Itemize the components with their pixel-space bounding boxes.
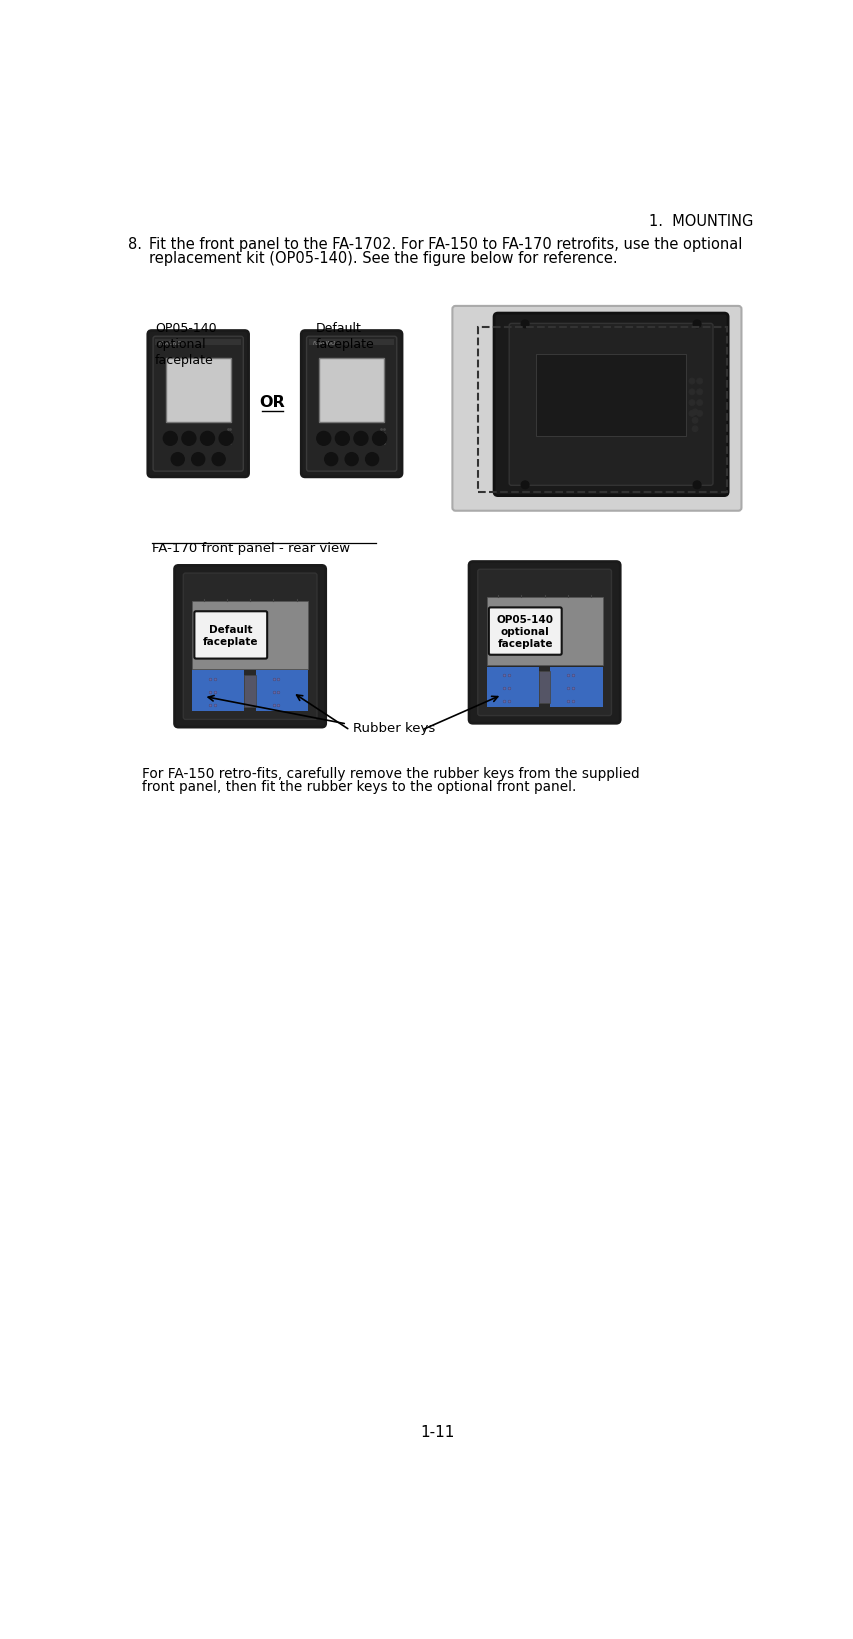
Circle shape <box>520 321 528 328</box>
Bar <box>536 354 685 436</box>
Circle shape <box>692 418 697 425</box>
FancyBboxPatch shape <box>183 574 316 720</box>
Bar <box>192 602 308 669</box>
Circle shape <box>365 454 378 467</box>
Text: FURUNO: FURUNO <box>160 341 183 346</box>
Circle shape <box>696 400 702 406</box>
FancyBboxPatch shape <box>174 565 325 728</box>
Circle shape <box>353 433 368 446</box>
FancyBboxPatch shape <box>468 562 619 724</box>
Circle shape <box>191 454 205 467</box>
Circle shape <box>696 379 702 385</box>
Text: 1.  MOUNTING: 1. MOUNTING <box>649 213 753 228</box>
Text: FURUNO: FURUNO <box>312 341 336 346</box>
FancyBboxPatch shape <box>452 306 740 511</box>
Circle shape <box>200 433 214 446</box>
FancyBboxPatch shape <box>477 570 611 716</box>
Circle shape <box>692 410 697 415</box>
Circle shape <box>345 454 357 467</box>
Text: For FA-150 retro-fits, carefully remove the rubber keys from the supplied: For FA-150 retro-fits, carefully remove … <box>142 765 639 780</box>
Circle shape <box>688 400 694 406</box>
Text: Default
faceplate: Default faceplate <box>316 321 374 351</box>
Circle shape <box>324 454 337 467</box>
FancyBboxPatch shape <box>153 338 243 472</box>
Text: OP05-140
optional
faceplate: OP05-140 optional faceplate <box>496 615 553 649</box>
Text: Rubber keys: Rubber keys <box>353 721 435 734</box>
Bar <box>256 670 308 711</box>
FancyBboxPatch shape <box>494 315 728 497</box>
Bar <box>550 667 602 708</box>
Text: FA-170 front panel - rear view: FA-170 front panel - rear view <box>152 541 350 554</box>
FancyBboxPatch shape <box>148 331 248 477</box>
FancyBboxPatch shape <box>306 338 397 472</box>
Text: OP05-140
optional
faceplate: OP05-140 optional faceplate <box>154 321 216 367</box>
Bar <box>486 667 538 708</box>
Text: replacement kit (OP05-140). See the figure below for reference.: replacement kit (OP05-140). See the figu… <box>149 251 618 266</box>
Circle shape <box>163 433 177 446</box>
Circle shape <box>688 390 694 395</box>
Text: Fit the front panel to the FA-1702. For FA-150 to FA-170 retrofits, use the opti: Fit the front panel to the FA-1702. For … <box>149 236 742 252</box>
Bar <box>478 328 726 492</box>
FancyBboxPatch shape <box>194 611 267 659</box>
Text: front panel, then fit the rubber keys to the optional front panel.: front panel, then fit the rubber keys to… <box>142 780 575 793</box>
Circle shape <box>219 433 233 446</box>
Circle shape <box>316 433 330 446</box>
FancyBboxPatch shape <box>301 331 402 477</box>
Text: 8.: 8. <box>128 236 142 252</box>
Circle shape <box>688 379 694 385</box>
Text: OR: OR <box>259 395 285 410</box>
Bar <box>309 339 394 346</box>
Bar <box>244 675 256 708</box>
Bar <box>165 359 230 423</box>
Bar <box>192 670 244 711</box>
Circle shape <box>696 390 702 395</box>
Circle shape <box>372 433 386 446</box>
Circle shape <box>693 321 700 328</box>
FancyBboxPatch shape <box>508 325 712 487</box>
Text: 1-11: 1-11 <box>420 1424 455 1439</box>
Circle shape <box>692 426 697 433</box>
Circle shape <box>688 411 694 418</box>
Circle shape <box>520 482 528 490</box>
FancyBboxPatch shape <box>488 608 561 656</box>
Text: Default
faceplate: Default faceplate <box>203 624 258 647</box>
Circle shape <box>212 454 225 467</box>
Bar <box>319 359 384 423</box>
Circle shape <box>335 433 349 446</box>
Bar <box>538 672 550 703</box>
Bar <box>486 598 602 665</box>
Bar <box>155 339 241 346</box>
Circle shape <box>171 454 184 467</box>
Circle shape <box>696 411 702 418</box>
Circle shape <box>693 482 700 490</box>
Circle shape <box>182 433 195 446</box>
